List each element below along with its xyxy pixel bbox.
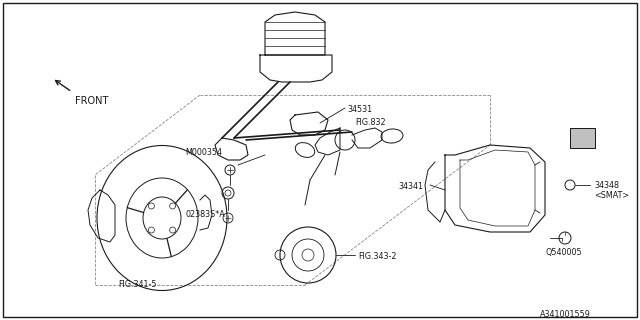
Text: FIG.832: FIG.832 [355, 118, 386, 127]
Text: M000354: M000354 [185, 148, 222, 157]
Text: Q540005: Q540005 [545, 248, 582, 257]
Polygon shape [570, 128, 595, 148]
Text: FIG.341-5: FIG.341-5 [118, 280, 157, 289]
Text: FRONT: FRONT [75, 96, 108, 106]
Text: FIG.343-2: FIG.343-2 [358, 252, 397, 261]
Text: A341001559: A341001559 [540, 310, 591, 319]
Text: 34348: 34348 [594, 181, 619, 190]
Text: 02383S*A: 02383S*A [185, 210, 225, 219]
Text: 34531: 34531 [347, 105, 372, 114]
Text: 34341: 34341 [398, 182, 423, 191]
Text: <SMAT>: <SMAT> [594, 191, 629, 200]
